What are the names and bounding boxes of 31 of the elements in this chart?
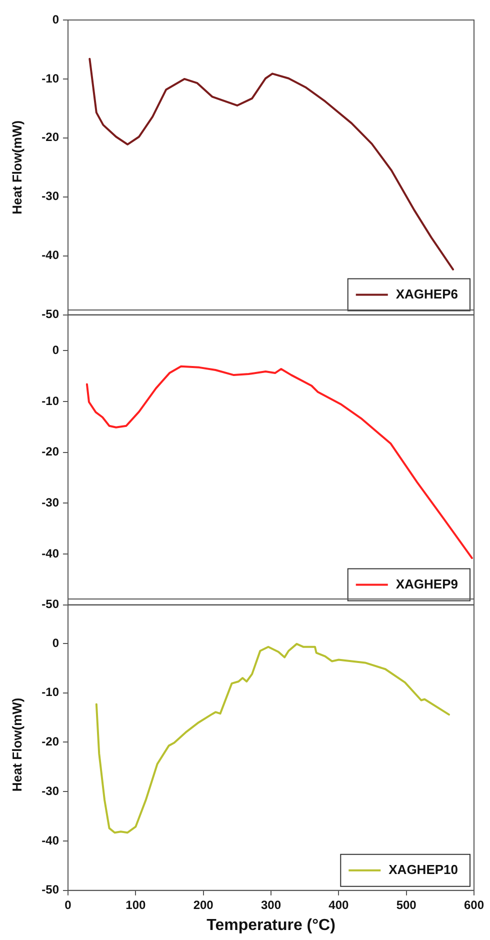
y-tick-label: -10 xyxy=(42,684,60,699)
y-tick-label: 0 xyxy=(52,635,60,650)
y-tick-label: -20 xyxy=(42,444,60,458)
x-tick-label: 400 xyxy=(328,897,349,912)
x-tick-label: 200 xyxy=(193,897,214,912)
x-tick-label: 0 xyxy=(64,897,72,912)
y-tick-label: -40 xyxy=(42,546,60,560)
legend-label: XAGHEP9 xyxy=(396,576,458,591)
x-tick-label: 500 xyxy=(396,897,417,912)
y-tick-label: -30 xyxy=(42,783,60,798)
y-tick-label: -10 xyxy=(42,71,60,86)
legend-label: XAGHEP6 xyxy=(396,286,458,302)
legend-label: XAGHEP10 xyxy=(388,861,458,876)
y-tick-label: -50 xyxy=(42,882,60,896)
y-tick-label: -40 xyxy=(42,248,60,262)
y-tick-label: -10 xyxy=(42,393,60,408)
x-tick-label: 100 xyxy=(126,897,146,912)
x-tick-label: 600 xyxy=(464,897,484,912)
y-tick-label: 0 xyxy=(52,12,60,26)
y-axis-title: Heat Flow(mW) xyxy=(9,120,24,214)
y-tick-label: -40 xyxy=(42,832,60,847)
y-tick-label: -20 xyxy=(42,130,60,144)
x-axis-title: Temperature (°C) xyxy=(206,916,336,934)
y-tick-label: 0 xyxy=(52,342,60,356)
y-tick-label: -30 xyxy=(42,494,60,509)
y-axis-title: Heat Flow(mW) xyxy=(9,697,24,792)
x-tick-label: 300 xyxy=(260,897,282,912)
y-tick-label: -50 xyxy=(42,307,60,322)
y-tick-label: -50 xyxy=(42,596,60,611)
y-tick-label: -20 xyxy=(42,734,60,748)
y-tick-label: -30 xyxy=(42,189,60,204)
